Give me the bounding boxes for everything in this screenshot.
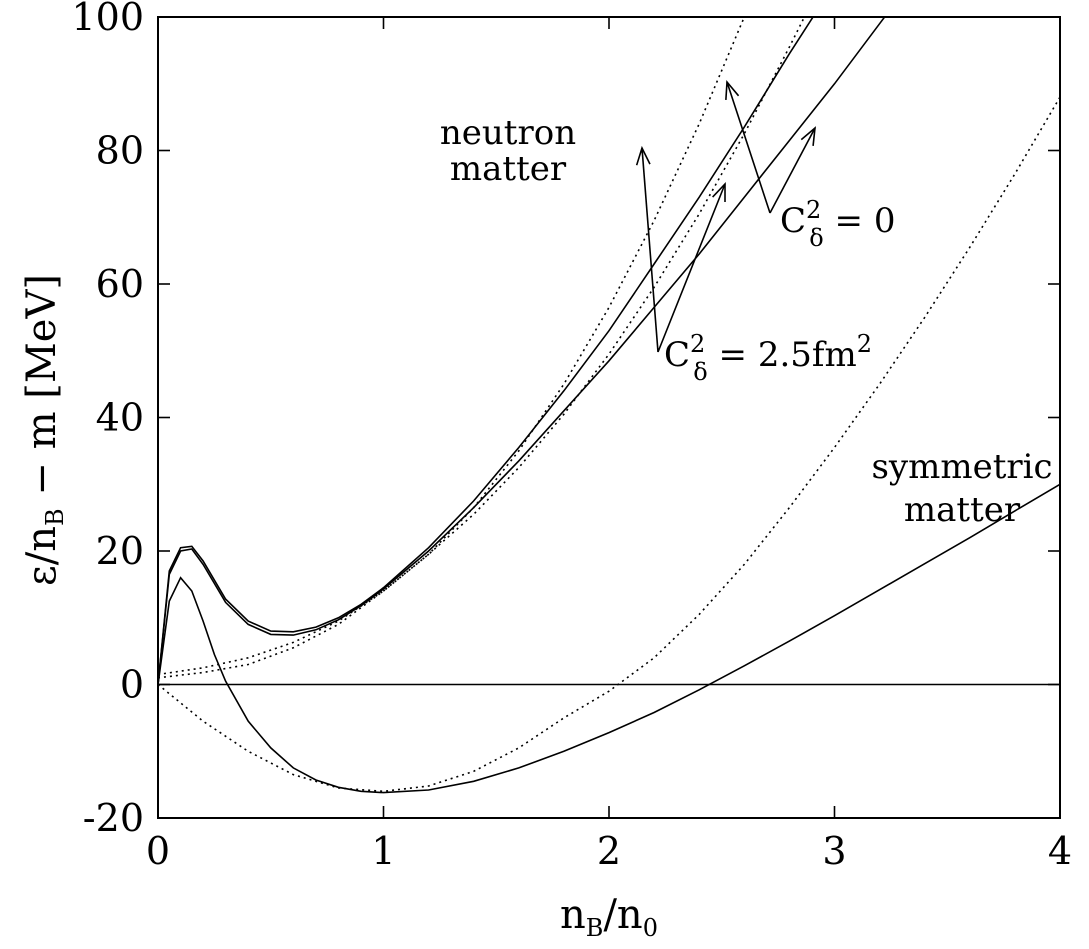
y-axis-title-rest: − m [MeV] <box>19 274 65 508</box>
ann-cz-base: C <box>780 201 806 241</box>
series-line-5-dotted <box>158 17 746 676</box>
x-tick-label-4: 4 <box>1048 829 1072 873</box>
y-tick-label-80: 80 <box>96 129 144 173</box>
ann-cz-sub: δ <box>809 224 823 252</box>
ann-cz-sup: 2 <box>806 196 821 224</box>
series-line-1-solid <box>158 17 814 685</box>
ann-c25-sub: δ <box>693 358 707 386</box>
plot-frame <box>157 16 1061 819</box>
arrow-c-delta-zero-2 <box>769 126 817 214</box>
ann-cz-rest: = 0 <box>824 201 896 241</box>
annotation-symmetric-line2: matter <box>904 490 1021 530</box>
x-axis-title-slash: /n <box>603 892 642 938</box>
x-axis-title-sub-0: 0 <box>643 914 658 942</box>
y-tick-label-100: 100 <box>71 0 144 39</box>
x-axis-title-sub-b: B <box>586 914 604 942</box>
x-tick-label-3: 3 <box>822 829 846 873</box>
annotation-c-delta-zero: C2 δ = 0 <box>780 196 896 252</box>
ann-c25-rest-sup: 2 <box>857 330 872 358</box>
arrow-c-delta-zero-1 <box>725 79 771 214</box>
annotation-neutron-line1: neutron <box>440 113 576 153</box>
x-tick-label-0: 0 <box>146 829 170 873</box>
arrow-c-delta-25-1 <box>635 145 659 353</box>
annotation-neutron-line2: matter <box>450 149 567 189</box>
y-tick-label-60: 60 <box>96 262 144 306</box>
ann-c25-rest: = 2.5fm <box>708 335 857 375</box>
series-line-3-solid <box>158 483 1060 794</box>
annotation-c-delta-25: C2 δ = 2.5fm2 <box>664 330 872 386</box>
y-axis-title: ε/nB − m [MeV] <box>19 274 69 586</box>
x-axis-title-n: n <box>560 892 586 938</box>
y-tick-label-40: 40 <box>96 396 144 440</box>
series-layer <box>158 17 1060 794</box>
x-tick-label-1: 1 <box>371 829 395 873</box>
y-tick-label-20: 20 <box>96 529 144 573</box>
x-tick-label-2: 2 <box>597 829 621 873</box>
series-line-7-dotted <box>158 96 1060 793</box>
ann-c25-sup: 2 <box>690 330 705 358</box>
annotation-symmetric-line1: symmetric <box>871 447 1052 487</box>
ann-c25-base: C <box>664 335 690 375</box>
series-line-2-solid <box>158 17 886 685</box>
tick-layer <box>157 16 1061 819</box>
arrow-c-delta-25-2 <box>657 181 726 353</box>
arrow-layer <box>635 79 817 353</box>
y-axis-title-sub-b: B <box>41 508 69 526</box>
y-tick-label--20: -20 <box>83 796 144 840</box>
series-line-6-dotted <box>158 17 806 679</box>
y-tick-label-0: 0 <box>120 663 144 707</box>
x-axis-title: nB/n0 <box>560 892 658 942</box>
y-axis-title-eps: ε/n <box>19 526 65 586</box>
